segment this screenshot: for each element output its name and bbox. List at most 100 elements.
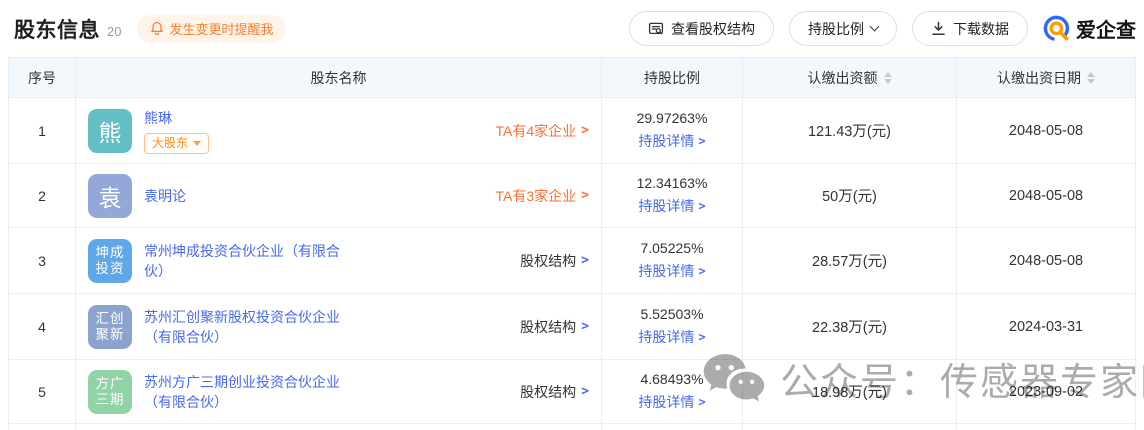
- row-index: 4: [9, 294, 76, 359]
- holding-detail-link[interactable]: 持股详情 >: [638, 392, 705, 412]
- badge-label: 大股东: [152, 135, 189, 150]
- amount-value: 121.43万(元): [807, 124, 891, 140]
- holding-detail-label: 持股详情: [638, 133, 695, 149]
- page-title: 股东信息: [14, 18, 100, 42]
- column-header-amount-label: 认缴出资额: [807, 69, 878, 86]
- amount-value: 28.57万(元): [812, 254, 887, 270]
- name-block: 苏州汇创聚新股权投资合伙企业（有限合伙）: [144, 307, 344, 347]
- name-block: 袁明论: [144, 186, 186, 206]
- row-index: 5: [9, 360, 76, 423]
- major-shareholder-badge[interactable]: 大股东: [144, 132, 210, 154]
- column-header-amount: 认缴出资额: [743, 58, 957, 97]
- table-row: 5 方广 三期 苏州方广三期创业投资合伙企业（有限合伙） 股权结构 > 4.68…: [9, 360, 1135, 424]
- name-block: 常州坤成投资合伙企业（有限合伙）: [144, 241, 344, 281]
- ratio-value: 4.68493%: [640, 371, 704, 387]
- relation-label: 股权结构: [520, 252, 577, 269]
- table-header-row: 序号 股东名称 持股比例 认缴出资额 认缴出资日期: [9, 58, 1135, 98]
- date-cell: 2023-09-02: [957, 360, 1135, 423]
- download-icon: [931, 21, 946, 36]
- chevron-right-icon: >: [698, 134, 706, 148]
- ratio-cell: 4.68493% 持股详情 >: [602, 360, 743, 423]
- ratio-cell: 5.52503% 持股详情 >: [602, 294, 743, 359]
- shareholder-avatar[interactable]: 汇创 聚新: [88, 304, 132, 349]
- shareholder-name-cell: 熊 熊琳 大股东 TA有4家企业 >: [76, 98, 602, 163]
- relation-link[interactable]: 股权结构 >: [520, 382, 589, 402]
- sort-date-icon[interactable]: [1087, 71, 1095, 84]
- amount-cell: 18.98万(元): [743, 360, 957, 423]
- shareholder-name-link[interactable]: 熊琳: [144, 109, 172, 126]
- relation-label: TA有4家企业: [495, 122, 577, 139]
- date-value: 2023-09-02: [1008, 383, 1084, 400]
- holding-detail-label: 持股详情: [638, 394, 695, 410]
- date-value: 2048-05-08: [1008, 122, 1084, 139]
- shareholder-name-cell: 坤成 投资 常州坤成投资合伙企业（有限合伙） 股权结构 >: [76, 228, 602, 293]
- relation-link[interactable]: TA有4家企业 >: [496, 121, 589, 141]
- chevron-right-icon: >: [581, 253, 589, 268]
- ratio-value: 7.05225%: [640, 240, 704, 256]
- download-data-label: 下载数据: [953, 20, 1009, 37]
- holding-detail-label: 持股详情: [638, 329, 695, 345]
- org-structure-icon: [648, 21, 664, 37]
- row-index: 3: [9, 228, 76, 293]
- holding-detail-link[interactable]: 持股详情 >: [638, 261, 705, 281]
- relation-label: 股权结构: [520, 318, 577, 335]
- date-cell: 2024-03-31: [957, 294, 1135, 359]
- holding-detail-link[interactable]: 持股详情 >: [638, 327, 705, 347]
- download-data-button[interactable]: 下载数据: [912, 11, 1028, 46]
- date-value: 2024-03-31: [1008, 318, 1084, 335]
- shareholder-avatar[interactable]: 坤成 投资: [88, 238, 132, 283]
- name-block: 苏州方广三期创业投资合伙企业（有限合伙）: [144, 372, 344, 412]
- shareholder-name-link[interactable]: 常州坤成投资合伙企业（有限合伙）: [144, 242, 340, 279]
- ratio-value: 5.52503%: [640, 306, 704, 322]
- change-alert-button[interactable]: 发生变更时提醒我: [137, 14, 287, 43]
- holding-detail-label: 持股详情: [638, 263, 695, 279]
- table-row: 3 坤成 投资 常州坤成投资合伙企业（有限合伙） 股权结构 > 7.05225%…: [9, 228, 1135, 294]
- chevron-right-icon: >: [581, 123, 589, 138]
- date-value: 2048-05-08: [1008, 187, 1084, 204]
- column-header-date-label: 认缴出资日期: [997, 69, 1081, 86]
- chevron-right-icon: >: [698, 199, 706, 213]
- view-equity-structure-button[interactable]: 查看股权结构: [629, 11, 774, 46]
- shareholder-name-cell: 汇创 聚新 苏州汇创聚新股权投资合伙企业（有限合伙） 股权结构 >: [76, 294, 602, 359]
- relation-label: TA有3家企业: [495, 187, 577, 204]
- shareholder-avatar[interactable]: 熊: [88, 108, 132, 153]
- column-header-name: 股东名称: [76, 58, 602, 97]
- column-header-date: 认缴出资日期: [957, 58, 1135, 97]
- column-header-index: 序号: [9, 58, 76, 97]
- amount-value: 50万(元): [822, 189, 877, 205]
- chevron-right-icon: >: [581, 319, 589, 334]
- amount-cell: 121.43万(元): [743, 98, 957, 163]
- relation-link[interactable]: TA有3家企业 >: [496, 186, 589, 206]
- shareholder-count: 20: [107, 24, 122, 39]
- ratio-filter-dropdown[interactable]: 持股比例: [789, 11, 897, 46]
- amount-value: 18.98万(元): [812, 385, 887, 401]
- shareholder-avatar[interactable]: 袁: [88, 173, 132, 218]
- date-value: 2048-05-08: [1008, 252, 1084, 269]
- name-block: 熊琳 大股东: [144, 108, 210, 154]
- relation-link[interactable]: 股权结构 >: [520, 251, 589, 271]
- shareholder-name-link[interactable]: 袁明论: [144, 187, 186, 204]
- shareholder-name-link[interactable]: 苏州汇创聚新股权投资合伙企业（有限合伙）: [144, 308, 340, 345]
- holding-detail-link[interactable]: 持股详情 >: [638, 131, 705, 151]
- column-header-ratio: 持股比例: [602, 58, 743, 97]
- relation-link[interactable]: 股权结构 >: [520, 317, 589, 337]
- shareholder-name-cell: 方广 三期 苏州方广三期创业投资合伙企业（有限合伙） 股权结构 >: [76, 360, 602, 423]
- header-actions: 查看股权结构 持股比例 下载数据: [629, 11, 1136, 46]
- badge-caret-icon: [193, 140, 202, 146]
- date-cell: 2048-05-08: [957, 164, 1135, 227]
- shareholder-table: 序号 股东名称 持股比例 认缴出资额 认缴出资日期 1 熊 熊琳 大股东: [8, 57, 1136, 430]
- aiqicha-logo[interactable]: 爱企查: [1043, 14, 1136, 43]
- sort-amount-icon[interactable]: [883, 71, 892, 84]
- chevron-right-icon: >: [698, 264, 706, 278]
- row-index: 2: [9, 164, 76, 227]
- shareholder-name-link[interactable]: 苏州方广三期创业投资合伙企业（有限合伙）: [144, 373, 340, 410]
- ratio-value: 29.97263%: [636, 110, 708, 126]
- ratio-cell: 7.05225% 持股详情 >: [602, 228, 743, 293]
- holding-detail-link[interactable]: 持股详情 >: [638, 196, 705, 216]
- table-row: 4 汇创 聚新 苏州汇创聚新股权投资合伙企业（有限合伙） 股权结构 > 5.52…: [9, 294, 1135, 360]
- amount-cell: 22.38万(元): [743, 294, 957, 359]
- relation-label: 股权结构: [520, 383, 577, 400]
- chevron-right-icon: >: [698, 330, 706, 344]
- shareholder-avatar[interactable]: 方广 三期: [88, 369, 132, 414]
- bell-icon: [150, 21, 164, 36]
